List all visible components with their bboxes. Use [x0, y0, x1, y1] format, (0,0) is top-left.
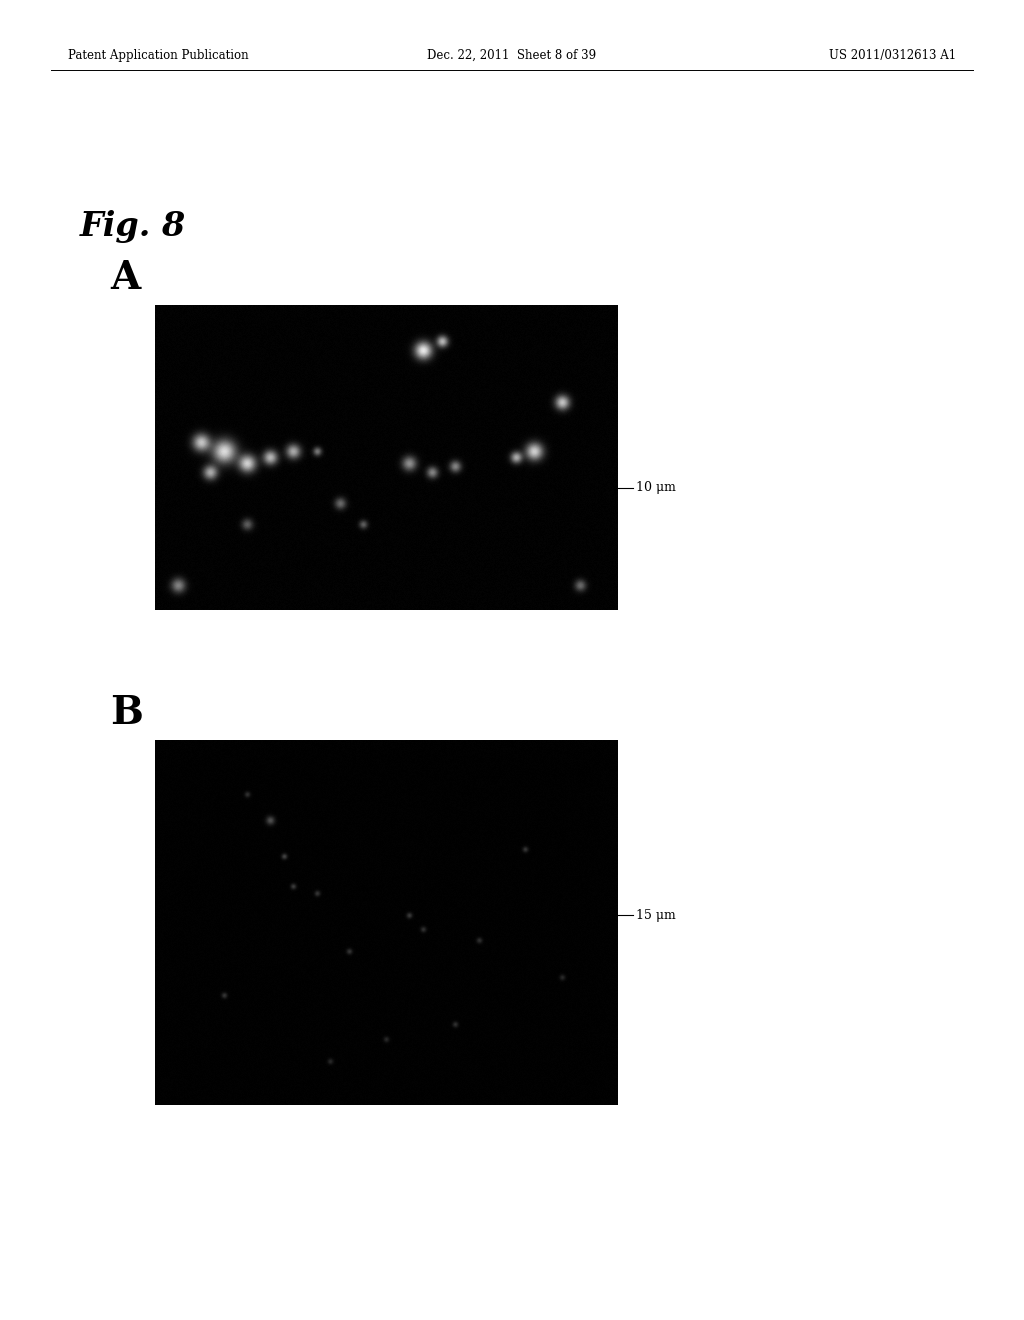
- Text: 15 μm: 15 μm: [636, 908, 676, 921]
- Text: Dec. 22, 2011  Sheet 8 of 39: Dec. 22, 2011 Sheet 8 of 39: [427, 49, 597, 62]
- Text: B: B: [110, 694, 143, 733]
- Text: Patent Application Publication: Patent Application Publication: [68, 49, 249, 62]
- Text: Fig. 8: Fig. 8: [80, 210, 186, 243]
- Text: A: A: [110, 259, 140, 297]
- Text: US 2011/0312613 A1: US 2011/0312613 A1: [828, 49, 956, 62]
- Text: 10 μm: 10 μm: [636, 482, 676, 495]
